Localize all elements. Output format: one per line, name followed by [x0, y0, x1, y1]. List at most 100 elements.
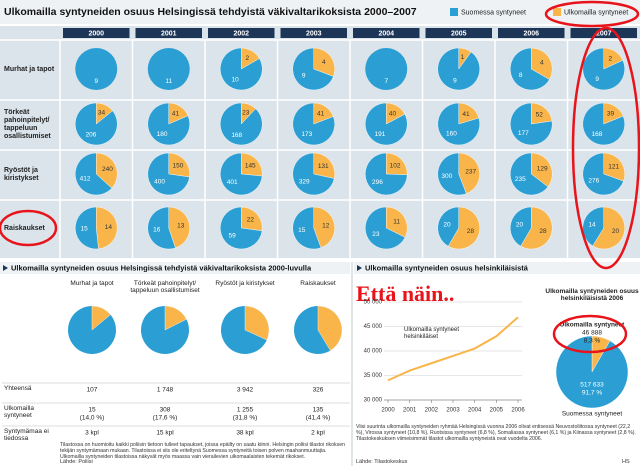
pie-value-label: 28: [539, 228, 547, 235]
x-tick-label: 2002: [425, 408, 439, 414]
section-title: Ulkomailla syntyneiden osuus helsinkiläi…: [365, 263, 529, 272]
red-annotation: [0, 209, 58, 247]
pie-slice: [520, 206, 553, 250]
pie-value-label: 160: [446, 130, 457, 137]
year-header: [570, 28, 637, 38]
pie-value-label: 173: [301, 131, 312, 138]
pie-value-label: 121: [608, 164, 619, 171]
pie-value-label: 412: [80, 176, 91, 183]
pie-slice: [510, 102, 553, 146]
pie-slice: [168, 152, 190, 178]
pie-slice: [313, 47, 335, 77]
section-bar: [354, 262, 640, 274]
pie-slice: [365, 152, 408, 196]
pie-value-label: 15: [80, 225, 88, 232]
year-header: [280, 28, 347, 38]
table-cell: 2 kpl: [311, 430, 325, 437]
pie-share-label: 8,3 %: [584, 338, 601, 345]
x-tick-label: 2005: [490, 408, 504, 414]
pie-value-label: 276: [588, 178, 599, 185]
pie-value-label: 8: [519, 72, 523, 79]
pie-value-label: 180: [157, 131, 168, 138]
x-tick-label: 2001: [403, 408, 417, 414]
pie-value-label: 168: [592, 131, 603, 138]
pie-slice: [75, 102, 118, 146]
pie-value-label: 9: [94, 78, 98, 85]
pie-value-label: 46 888: [582, 330, 602, 337]
pie-slice: [582, 152, 624, 196]
pie-value-label: 168: [231, 132, 242, 139]
table-cell: 135: [313, 407, 324, 414]
table-cell: 3 942: [237, 387, 254, 394]
section-bar: [0, 262, 350, 274]
pie-category-label: Ulkomailla syntyneet: [560, 322, 625, 329]
pie-slice: [147, 102, 190, 146]
pie-value-label: 150: [173, 163, 184, 170]
pie-slice: [220, 102, 263, 146]
pie-value-label: 52: [536, 112, 544, 119]
pie-value-label: 4: [540, 60, 544, 67]
pie-slice: [75, 152, 113, 196]
pie-slice: [75, 48, 118, 90]
pie-value-label: 129: [537, 165, 548, 172]
category-label: Murhat ja tapot: [70, 280, 114, 287]
pie-value-label: 34: [98, 110, 106, 117]
pie-value-label: 41: [317, 111, 325, 118]
pie-slice: [582, 206, 604, 247]
pie-slice: [582, 47, 625, 91]
table-cell: 1 255: [237, 407, 254, 414]
marker: [3, 265, 8, 271]
pie-slice: [592, 206, 625, 250]
table-row-label: Ulkomailla syntyneet: [4, 405, 34, 420]
pie-value-label: 401: [227, 179, 238, 186]
table-cell: 308: [160, 407, 171, 414]
pie-slice: [313, 206, 335, 248]
pie-value-label: 20: [443, 222, 451, 229]
pie-slice: [241, 152, 263, 177]
note: Viisi suurinta ulkomailla syntyneiden ry…: [356, 424, 636, 443]
legend-label: Ulkomailla syntyneet: [564, 9, 628, 16]
pie-slice: [241, 206, 263, 232]
year-header: [425, 28, 492, 38]
pie-value-label: 145: [245, 163, 256, 170]
table-cell: 326: [313, 387, 324, 394]
year-label: 2003: [306, 30, 322, 37]
table-cell: (41,4 %): [306, 415, 331, 422]
pie-slice: [555, 335, 629, 409]
pie-slice: [582, 102, 625, 146]
year-label: 2000: [88, 30, 104, 37]
pie-slice: [437, 47, 480, 91]
year-label: 2005: [451, 30, 467, 37]
pie-title: Ulkomailla syntyneiden osuus helsinkiläi…: [545, 288, 639, 303]
pie-value-label: 12: [322, 223, 330, 230]
pie-slice: [313, 152, 335, 179]
year-label: 2001: [161, 30, 177, 37]
table-cell: 1 748: [157, 387, 174, 394]
pie-slice: [365, 102, 408, 146]
pie-slice: [365, 206, 406, 250]
y-tick-label: 35 000: [364, 373, 383, 379]
pie-slice: [292, 152, 335, 196]
year-header: [498, 28, 565, 38]
pie-value-label: 13: [177, 223, 185, 230]
pie-slice: [96, 206, 118, 250]
x-tick-label: 2006: [511, 408, 525, 414]
pie-value-label: 4: [322, 59, 326, 66]
pie-value-label: 1: [461, 54, 465, 61]
pie-value-label: 7: [384, 78, 388, 85]
pie-slice: [220, 47, 263, 91]
year-header: [63, 28, 130, 38]
pie-slice: [317, 305, 343, 351]
year-header: [208, 28, 275, 38]
pie-slice: [96, 152, 118, 189]
pie-slice: [510, 206, 532, 247]
category-label: Törkeät pahoinpitelyt/ tappeluun osallis…: [130, 280, 200, 295]
pie-value-label: 11: [393, 218, 400, 225]
pie-slice: [365, 48, 408, 90]
pie-slice: [220, 206, 263, 250]
year-header: [353, 28, 420, 38]
pie-value-label: 177: [518, 130, 529, 137]
pie-slice: [386, 206, 408, 238]
x-tick-label: 2004: [468, 408, 482, 414]
line-annotation: Ulkomailla syntyneet helsinkiläiset: [404, 327, 460, 340]
